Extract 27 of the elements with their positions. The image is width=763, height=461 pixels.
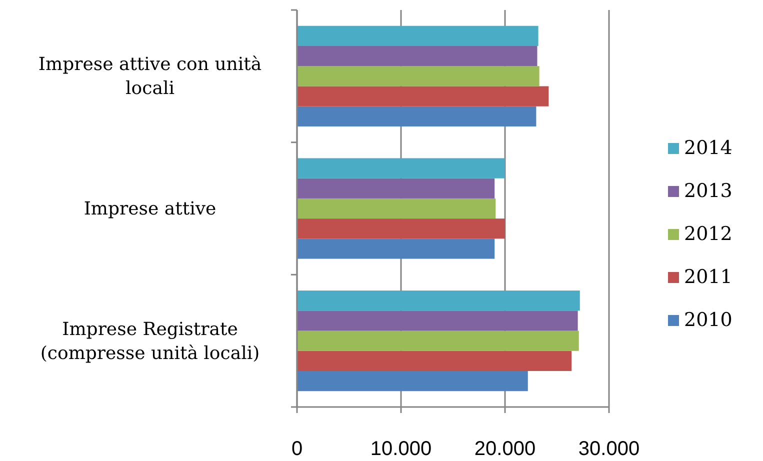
bar — [297, 198, 496, 219]
x-tick-label: 20.000 — [474, 438, 536, 460]
bar — [297, 178, 495, 198]
bar — [297, 350, 572, 372]
bar — [297, 290, 580, 311]
bar — [297, 158, 505, 178]
bar — [297, 106, 536, 126]
y-tick-label: Imprese Registrate (compresse unità locali) — [40, 318, 260, 364]
legend-label: 2011 — [684, 266, 732, 288]
bar — [297, 86, 549, 106]
bar — [297, 371, 528, 392]
legend-label: 2010 — [684, 309, 732, 331]
y-tick-label: Imprese attive con unità locali — [38, 54, 262, 100]
bar — [297, 330, 579, 351]
legend-label: 2013 — [684, 180, 732, 202]
x-tick-label: 10.000 — [370, 438, 432, 460]
y-tick-label: Imprese attive — [84, 198, 216, 220]
bar — [297, 46, 538, 66]
bar — [297, 66, 540, 86]
bar — [297, 26, 538, 46]
bar — [297, 218, 505, 239]
legend-label: 2014 — [684, 137, 732, 159]
x-tick-label: 0 — [291, 438, 303, 460]
x-tick-label: 30.000 — [578, 438, 640, 460]
bar — [297, 238, 495, 259]
legend-label: 2012 — [684, 223, 732, 245]
bar — [297, 310, 578, 331]
